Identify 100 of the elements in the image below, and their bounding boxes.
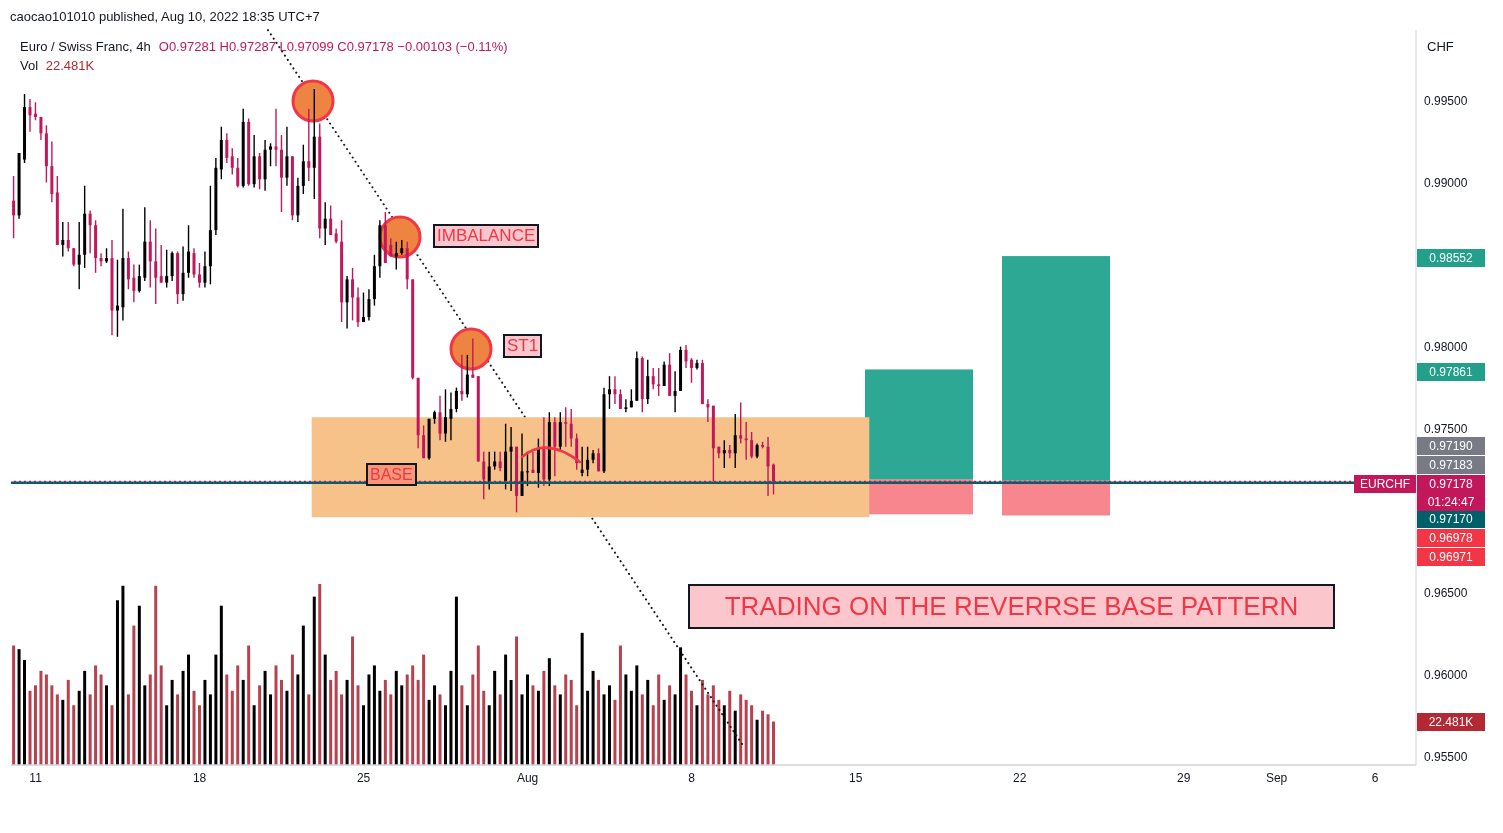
bar <box>416 679 420 765</box>
bar <box>411 665 415 765</box>
bar <box>323 654 327 765</box>
bar <box>307 694 311 765</box>
text: 0.97183 <box>1417 456 1485 474</box>
candlestick <box>28 98 32 133</box>
candlestick <box>88 209 92 254</box>
bar <box>236 665 240 765</box>
candlestick <box>646 359 650 405</box>
candlestick <box>651 367 655 390</box>
bar <box>170 679 174 765</box>
bar <box>137 605 141 765</box>
bar <box>356 685 360 765</box>
bar <box>50 685 54 765</box>
candlestick <box>285 126 289 187</box>
bar <box>378 690 382 765</box>
bar <box>258 685 262 765</box>
bar <box>17 649 21 765</box>
bar <box>351 636 355 765</box>
candlestick <box>509 426 513 492</box>
candlestick <box>137 263 141 294</box>
bar <box>586 690 590 765</box>
text: EURCHF 0.97178 01:24:47 <box>1360 477 1475 509</box>
bar <box>422 654 426 765</box>
y-tick-label: 0.99500 <box>1424 93 1468 108</box>
bar <box>372 665 376 765</box>
y-tick-label: 0.99000 <box>1424 175 1468 190</box>
candlestick <box>657 367 661 397</box>
candlestick <box>569 408 573 448</box>
bar <box>755 719 759 765</box>
bar <box>646 679 650 765</box>
candlestick <box>12 175 16 240</box>
bar <box>668 685 672 765</box>
bar <box>558 694 562 765</box>
candlestick <box>438 395 442 441</box>
candlestick <box>197 262 201 289</box>
bar <box>159 665 163 765</box>
bar <box>279 679 283 765</box>
text: Euro / Swiss Franc, 4h <box>20 39 151 54</box>
candlestick <box>225 132 229 164</box>
bar <box>580 632 584 765</box>
bar <box>274 665 278 765</box>
bar <box>28 690 32 765</box>
text: 0.97190 <box>1417 437 1485 455</box>
bar <box>290 654 294 765</box>
candlestick <box>345 275 349 330</box>
candlestick <box>531 450 535 474</box>
bar <box>132 625 136 765</box>
candlestick <box>613 375 617 405</box>
bar <box>94 665 98 765</box>
bar <box>449 670 453 765</box>
bar <box>334 670 338 765</box>
bar <box>761 710 765 765</box>
bar <box>504 654 508 765</box>
bar <box>252 705 256 765</box>
bar <box>285 690 289 765</box>
bar <box>148 674 152 765</box>
candlestick <box>443 388 447 443</box>
bar <box>662 699 666 765</box>
candlestick <box>258 152 262 190</box>
candlestick <box>465 354 469 399</box>
candlestick <box>230 147 234 176</box>
candlestick <box>422 424 426 459</box>
candlestick <box>689 357 693 384</box>
bar <box>689 690 693 765</box>
bar <box>361 705 365 765</box>
candlestick <box>750 431 754 459</box>
bar <box>624 674 628 765</box>
bar <box>711 685 715 765</box>
y-tick-label: 0.98000 <box>1424 339 1468 354</box>
bar <box>684 674 688 765</box>
annotation: IMBALANCE <box>433 224 540 249</box>
bar <box>553 685 557 765</box>
text: O0.97281 H0.97287 L0.97099 C0.97178 −0.00103 (−0.11%) <box>158 39 508 54</box>
candlestick <box>564 406 568 448</box>
bar <box>433 685 437 765</box>
x-tick-label: 18 <box>192 770 207 785</box>
bar <box>733 710 737 765</box>
y-tick-label: 0.96000 <box>1424 668 1468 683</box>
candlestick <box>394 240 398 271</box>
bar <box>493 670 497 765</box>
x-tick-label: Aug <box>516 770 539 785</box>
bar <box>312 596 316 765</box>
bar <box>635 665 639 765</box>
candlestick <box>192 247 196 279</box>
x-tick-label: 22 <box>1012 770 1027 785</box>
candlestick <box>367 288 371 322</box>
bar <box>629 690 633 765</box>
candlestick <box>115 258 119 338</box>
y-tick-label: 0.97500 <box>1424 421 1468 436</box>
band-label: BASE <box>366 463 417 487</box>
candlestick <box>673 370 677 413</box>
candlestick <box>361 291 365 323</box>
bar <box>750 705 754 765</box>
candlestick <box>154 227 158 305</box>
bar <box>394 670 398 765</box>
bar <box>679 647 683 765</box>
candlestick <box>61 221 65 258</box>
bar <box>263 670 267 765</box>
candlestick <box>586 446 590 477</box>
